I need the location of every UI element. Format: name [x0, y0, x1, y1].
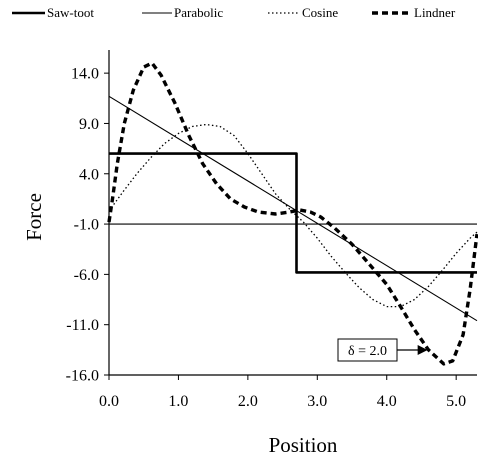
annotation-arrow-head — [417, 345, 428, 355]
x-tick-label: 0.0 — [99, 393, 119, 410]
legend-label: Lindner — [414, 5, 456, 20]
y-tick-label: 14.0 — [71, 66, 99, 83]
legend-entry: Lindner — [372, 5, 456, 20]
x-tick-label: 5.0 — [446, 393, 466, 410]
legend-label: Cosine — [302, 5, 338, 20]
y-tick-label: 9.0 — [79, 116, 99, 133]
y-tick-label: -6.0 — [74, 267, 99, 284]
series-line-lindner — [107, 61, 478, 366]
x-tick-label: 2.0 — [238, 393, 258, 410]
x-tick-label: 1.0 — [168, 393, 188, 410]
series-line-cosine — [108, 123, 478, 308]
x-tick-label: 4.0 — [377, 393, 397, 410]
y-tick-label: -11.0 — [66, 317, 99, 334]
y-tick-label: -1.0 — [74, 217, 99, 234]
legend-entry: Parabolic — [142, 5, 223, 20]
series-line-parabolic — [108, 95, 478, 322]
annotation-label: δ = 2.0 — [348, 344, 387, 359]
legend-entry: Saw-toot — [12, 5, 94, 20]
annotation-layer: δ = 2.0 — [337, 338, 428, 362]
series-layer — [107, 61, 478, 366]
y-axis-title: Force — [22, 193, 46, 241]
y-tick-label: 4.0 — [79, 166, 99, 183]
x-tick-label: 3.0 — [307, 393, 327, 410]
legend-entry: Cosine — [268, 5, 338, 20]
legend-label: Parabolic — [174, 5, 223, 20]
axes: 14.0 9.0 4.0 -1.0 -6.0 -11.0 -16.00.0 1.0 2.0 3.0… — [66, 50, 477, 410]
x-axis-title: Position — [269, 433, 338, 457]
y-tick-label: -16.0 — [66, 368, 99, 385]
legend-label: Saw-toot — [47, 5, 94, 20]
legend: Saw-toot Parabolic Cosine Lindner — [12, 5, 456, 20]
